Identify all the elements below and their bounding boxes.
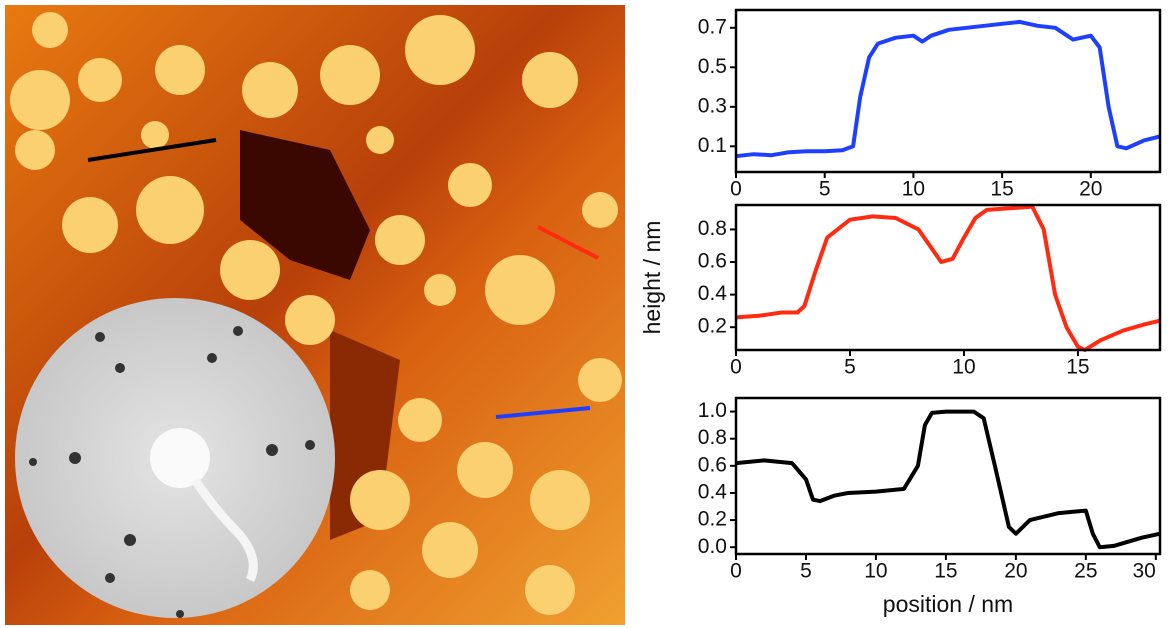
- plot-frame: [736, 205, 1160, 350]
- y-tick-label: 0.4: [698, 282, 728, 305]
- y-tick-label: 0.2: [698, 315, 727, 338]
- plot-frame: [736, 10, 1160, 172]
- x-tick-label: 0: [730, 356, 742, 379]
- y-tick-label: 0.0: [698, 535, 727, 558]
- x-tick-label: 15: [990, 178, 1013, 201]
- y-tick-label: 0.6: [698, 453, 727, 476]
- page: {"chart_data": [ {"type": "line", "color…: [0, 0, 1171, 628]
- x-tick-label: 10: [864, 560, 887, 583]
- x-tick-label: 10: [902, 178, 925, 201]
- y-tick-label: 0.5: [698, 55, 727, 78]
- x-tick-label: 15: [934, 560, 957, 583]
- x-tick-label: 5: [819, 178, 831, 201]
- stm-image: [5, 5, 625, 625]
- x-tick-label: 5: [844, 356, 856, 379]
- profile-line: [736, 412, 1160, 548]
- y-tick-label: 0.4: [698, 481, 728, 504]
- y-axis-title: height / nm: [639, 221, 665, 335]
- profile-line: [736, 207, 1160, 350]
- x-tick-label: 30: [1132, 560, 1155, 583]
- y-tick-label: 0.6: [698, 250, 727, 273]
- x-tick-label: 25: [1074, 560, 1097, 583]
- x-tick-label: 10: [952, 356, 975, 379]
- plot-frame: [736, 398, 1160, 554]
- x-tick-label: 15: [1066, 356, 1089, 379]
- x-axis-title: position / nm: [883, 591, 1013, 617]
- y-tick-label: 0.1: [698, 134, 727, 157]
- y-tick-label: 0.8: [698, 426, 727, 449]
- y-tick-label: 1.0: [698, 399, 727, 422]
- y-tick-label: 0.2: [698, 508, 727, 531]
- x-tick-label: 0: [730, 560, 742, 583]
- x-tick-label: 20: [1004, 560, 1027, 583]
- x-tick-label: 0: [730, 178, 742, 201]
- profile-line: [736, 22, 1160, 156]
- x-tick-label: 5: [800, 560, 812, 583]
- y-tick-label: 0.7: [698, 15, 727, 38]
- x-tick-label: 20: [1079, 178, 1102, 201]
- figure: 0.10.30.50.7051015200.20.40.60.8051015he…: [0, 0, 1171, 628]
- y-tick-label: 0.8: [698, 217, 727, 240]
- y-tick-label: 0.3: [698, 94, 727, 117]
